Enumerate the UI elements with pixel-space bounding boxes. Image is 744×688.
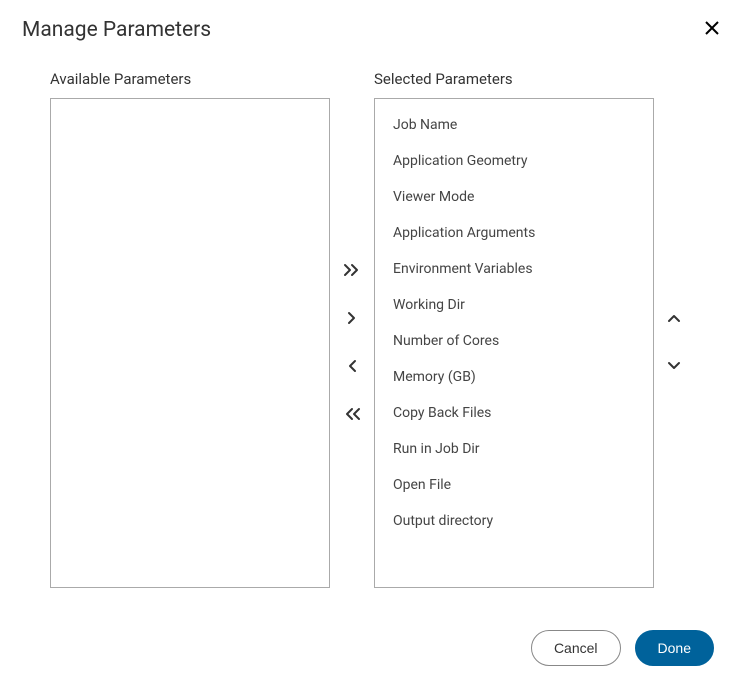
move-down-button[interactable] xyxy=(660,352,688,380)
move-up-button[interactable] xyxy=(660,304,688,332)
list-item[interactable]: Working Dir xyxy=(375,287,653,323)
chevron-double-right-icon xyxy=(343,263,361,277)
dialog-header: Manage Parameters xyxy=(22,18,722,42)
list-item[interactable]: Memory (GB) xyxy=(375,359,653,395)
manage-parameters-dialog: Manage Parameters Available Parameters xyxy=(0,0,744,688)
available-section: Available Parameters xyxy=(50,70,330,588)
list-item[interactable]: Number of Cores xyxy=(375,323,653,359)
selected-heading: Selected Parameters xyxy=(374,70,654,88)
move-left-button[interactable] xyxy=(338,352,366,380)
chevron-left-icon xyxy=(346,359,358,373)
close-icon[interactable] xyxy=(702,18,722,42)
columns: Available Parameters xyxy=(22,70,722,588)
dialog-footer: Cancel Done xyxy=(22,630,722,670)
available-listbox[interactable] xyxy=(50,98,330,588)
list-item[interactable]: Output directory xyxy=(375,503,653,539)
chevron-double-left-icon xyxy=(343,407,361,421)
move-all-left-button[interactable] xyxy=(338,400,366,428)
reorder-controls xyxy=(654,97,694,587)
chevron-right-icon xyxy=(346,311,358,325)
move-right-button[interactable] xyxy=(338,304,366,332)
list-item[interactable]: Environment Variables xyxy=(375,251,653,287)
move-all-right-button[interactable] xyxy=(338,256,366,284)
dialog-title: Manage Parameters xyxy=(22,18,211,42)
list-item[interactable]: Application Arguments xyxy=(375,215,653,251)
selected-listbox[interactable]: Job NameApplication GeometryViewer ModeA… xyxy=(374,98,654,588)
list-item[interactable]: Copy Back Files xyxy=(375,395,653,431)
done-button[interactable]: Done xyxy=(635,630,714,666)
selected-section: Selected Parameters Job NameApplication … xyxy=(374,70,654,588)
chevron-down-icon xyxy=(667,360,681,372)
list-item[interactable]: Application Geometry xyxy=(375,143,653,179)
list-item[interactable]: Open File xyxy=(375,467,653,503)
transfer-controls xyxy=(330,97,374,587)
list-item[interactable]: Viewer Mode xyxy=(375,179,653,215)
list-item[interactable]: Job Name xyxy=(375,107,653,143)
chevron-up-icon xyxy=(667,312,681,324)
list-item[interactable]: Run in Job Dir xyxy=(375,431,653,467)
available-heading: Available Parameters xyxy=(50,70,330,88)
cancel-button[interactable]: Cancel xyxy=(531,630,621,666)
